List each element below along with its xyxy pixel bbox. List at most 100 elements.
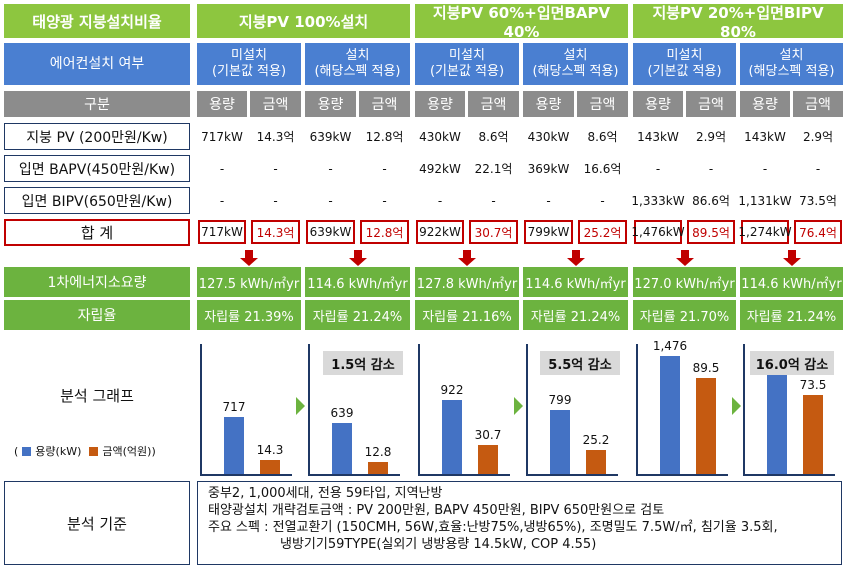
capacity-bar [767,372,787,474]
next-arrow-icon [296,397,305,415]
amount-header: 금액 [686,91,736,117]
header-title: 태양광 지붕설치비율 [4,4,190,38]
total-capacity: 717kW [198,220,246,244]
ac-option-cell: 미설치 (기본값 적용) [197,43,301,85]
row-value: 86.6억 [692,194,730,208]
row-value: 492kW [419,161,461,176]
row-value: 1,131kW [738,193,792,208]
ac-row-label: 에어컨설치 여부 [4,43,190,85]
ac-option-line1: 설치 [779,48,804,63]
graph-label: 분석 그래프 [60,386,134,405]
basis-line-1: 중부2, 1,000세대, 전용 59타입, 지역난방 [208,486,443,501]
capacity-bar [332,422,352,474]
total-amount: 14.3억 [251,220,300,244]
row-value: 143kW [637,129,679,144]
row-value: 369kW [527,161,570,176]
legend-open-paren: ( [14,444,19,458]
ac-option-line1: 미설치 [231,48,267,63]
ac-option-cell: 미설치 (기본값 적용) [415,43,519,85]
row-value: - [815,161,821,176]
sub-header-label: 구분 [4,91,190,117]
capacity-bar [660,356,680,474]
amount-header: 금액 [359,91,410,117]
self-rate-label: 자립율 [4,300,190,330]
ac-option-line2: (기본값 적용) [429,64,505,79]
amount-data-label: 14.3 [256,443,284,458]
basis-text: 중부2, 1,000세대, 전용 59타입, 지역난방 태양광설치 개략검토금액… [197,481,842,565]
total-capacity: 639kW [306,220,355,244]
group-header-2: 지붕PV 60%+입면BAPV 40% [415,4,628,41]
amount-header: 금액 [250,91,301,117]
ac-option-line1: 미설치 [666,48,703,63]
amount-bar [803,395,823,474]
self-rate-value: 자립률 21.70% [633,300,736,330]
capacity-data-label: 639 [330,405,354,420]
ac-option-line2: (해당스펙 적용) [532,64,619,79]
row-label: 입면 BIPV(650만원/Kw) [4,187,190,214]
group-header-3: 지붕PV 20%+입면BIPV 80% [633,4,843,41]
row-value: 22.1억 [474,162,513,176]
row-value: - [273,161,278,176]
self-rate-value: 자립률 21.24% [740,300,843,330]
row-value: 430kW [527,129,570,144]
self-rate-value: 자립률 21.24% [523,300,628,330]
amount-data-label: 89.5 [692,361,720,375]
energy-value: 127.5 kWh/㎡yr [197,267,301,297]
total-amount: 25.2억 [578,220,627,244]
total-capacity: 799kW [524,220,573,244]
basis-line-2: 태양광설치 개략검토금액 : PV 200만원, BAPV 450만원, BIP… [208,503,665,518]
capacity-header: 용량 [633,91,683,117]
capacity-bar [550,410,570,474]
row-value: - [600,193,605,208]
amount-bar [696,378,716,474]
basis-line-4: 냉방기기59TYPE(실외기 냉방용량 14.5kW, COP 4.55) [280,537,597,552]
row-value: 14.3억 [256,130,295,144]
capacity-header: 용량 [305,91,356,117]
amount-data-label: 73.5 [799,378,827,393]
ac-option-line1: 미설치 [449,48,485,63]
capacity-header: 용량 [740,91,790,117]
row-value: - [491,193,496,208]
amount-header: 금액 [468,91,519,117]
row-value: - [655,161,661,176]
row-value: - [546,193,551,208]
energy-value: 114.6 kWh/㎡yr [305,267,410,297]
capacity-bar [442,400,462,474]
ac-option-line2: (기본값 적용) [647,64,722,79]
row-value: - [219,193,225,208]
legend-amount-swatch [89,446,99,456]
row-value: 1,333kW [631,193,685,208]
ac-option-line2: (기본값 적용) [211,64,287,79]
row-value: - [219,161,225,176]
row-value: - [273,193,278,208]
ac-option-cell: 설치 (해당스펙 적용) [305,43,410,85]
capacity-header: 용량 [523,91,574,117]
total-capacity: 1,476kW [631,220,685,244]
row-value: 16.6억 [583,162,622,176]
legend-amount-label: 금액(억원) [102,445,152,458]
total-amount: 12.8억 [360,220,409,244]
reduction-badge: 1.5억 감소 [323,351,403,375]
bar-chart-panel: 639 12.8 [308,344,400,476]
amount-header: 금액 [793,91,843,117]
capacity-bar [224,416,244,474]
ac-option-line1: 설치 [345,48,370,63]
row-value: 430kW [419,129,461,144]
reduction-badge: 5.5억 감소 [540,351,620,375]
row-value: 73.5억 [799,194,837,208]
energy-value: 127.0 kWh/㎡yr [633,267,736,297]
row-value: - [328,161,333,176]
ac-option-cell: 미설치 (기본값 적용) [633,43,736,85]
row-value: 639kW [309,129,352,144]
legend-close-paren: ) [151,444,156,458]
capacity-data-label: 922 [440,383,464,398]
group-header-1: 지붕PV 100%설치 [197,4,410,38]
row-label: 지붕 PV (200만원/Kw) [4,123,190,150]
row-value: 8.6억 [478,130,509,144]
amount-bar [478,444,498,474]
self-rate-value: 자립률 21.39% [197,300,301,330]
row-value: 8.6억 [587,130,618,144]
row-value: - [382,161,387,176]
capacity-header: 용량 [197,91,247,117]
next-arrow-icon [732,397,741,415]
